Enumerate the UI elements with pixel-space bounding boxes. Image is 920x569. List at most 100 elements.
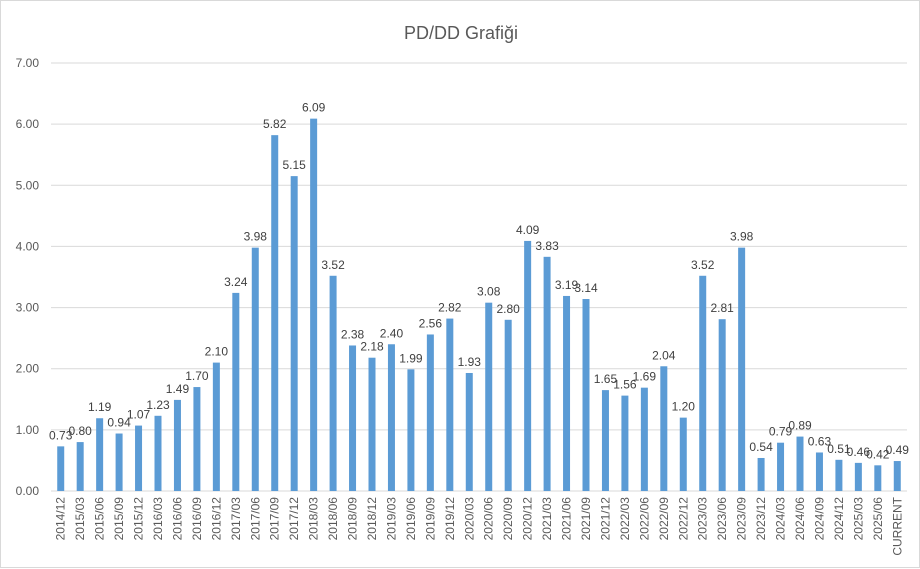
- data-label: 0.63: [808, 434, 832, 448]
- data-label: 2.10: [205, 345, 229, 359]
- bar: [368, 357, 376, 491]
- data-label: 2.40: [380, 326, 404, 340]
- x-tick-label: 2018/12: [365, 497, 379, 541]
- data-label: 4.09: [516, 223, 540, 237]
- x-tick-label: 2016/03: [151, 497, 165, 541]
- x-tick-label: 2022/06: [637, 497, 651, 541]
- x-tick-label: 2022/12: [676, 497, 690, 541]
- bar: [96, 418, 104, 491]
- x-tick-label: 2017/12: [287, 497, 301, 541]
- data-label: 0.94: [107, 416, 131, 430]
- bar: [465, 372, 473, 491]
- data-label: 1.19: [88, 400, 112, 414]
- x-tick-label: 2015/12: [132, 497, 146, 541]
- bar: [543, 256, 551, 491]
- x-tick-label: 2022/03: [618, 497, 632, 541]
- x-tick-label: 2021/03: [540, 497, 554, 541]
- bar: [835, 459, 843, 491]
- x-tick-label: 2021/09: [579, 497, 593, 541]
- x-tick-label: CURRENT: [890, 496, 904, 555]
- x-tick-label: 2023/06: [715, 497, 729, 541]
- data-label: 0.79: [769, 425, 793, 439]
- bar: [115, 433, 123, 491]
- bar: [621, 395, 629, 491]
- x-tick-label: 2025/03: [851, 497, 865, 541]
- data-label: 1.20: [672, 400, 696, 414]
- x-tick-label: 2015/03: [73, 497, 87, 541]
- data-label: 2.81: [711, 301, 735, 315]
- x-tick-label: 2019/09: [423, 497, 437, 541]
- bar: [640, 387, 648, 491]
- x-tick-label: 2018/09: [346, 497, 360, 541]
- bar: [271, 135, 279, 492]
- bar: [679, 417, 687, 491]
- bar: [796, 436, 804, 491]
- bar: [349, 345, 357, 491]
- x-tick-label: 2020/09: [501, 497, 515, 541]
- bar: [815, 452, 823, 491]
- data-label: 0.73: [49, 428, 73, 442]
- x-tick-label: 2019/12: [443, 497, 457, 541]
- x-tick-label: 2015/09: [112, 497, 126, 541]
- bar: [446, 318, 454, 491]
- x-tick-label: 2020/06: [482, 497, 496, 541]
- bar: [718, 319, 726, 491]
- data-label: 0.80: [69, 424, 93, 438]
- bar: [251, 247, 259, 491]
- x-tick-label: 2024/03: [774, 497, 788, 541]
- bar: [601, 390, 609, 491]
- x-tick-label: 2024/12: [832, 497, 846, 541]
- x-tick-label: 2018/03: [307, 497, 321, 541]
- bar: [582, 299, 590, 491]
- x-tick-label: 2024/06: [793, 497, 807, 541]
- x-axis-ticks: 2014/12 2015/03 2015/06 2015/09 2015/12 2016/…: [54, 496, 905, 555]
- data-label: 0.51: [827, 442, 851, 456]
- bar: [193, 387, 201, 491]
- data-label: 2.04: [652, 348, 676, 362]
- data-label: 1.23: [146, 398, 170, 412]
- data-label: 0.46: [847, 445, 871, 459]
- bar: [407, 369, 415, 491]
- bar: [893, 461, 901, 491]
- x-tick-label: 2016/06: [170, 497, 184, 541]
- bar: [660, 366, 668, 491]
- data-label: 3.98: [244, 230, 268, 244]
- bar: [329, 275, 337, 491]
- x-tick-label: 2025/06: [871, 497, 885, 541]
- x-tick-label: 2022/09: [657, 497, 671, 541]
- bar: [874, 465, 882, 491]
- bar: [173, 399, 181, 491]
- x-tick-label: 2023/09: [735, 497, 749, 541]
- data-label: 6.09: [302, 101, 326, 115]
- bar: [777, 442, 785, 491]
- x-tick-label: 2021/06: [560, 497, 574, 541]
- x-tick-label: 2019/06: [404, 497, 418, 541]
- y-tick-label: 2.00: [16, 362, 40, 376]
- bar: [524, 240, 532, 491]
- y-tick-label: 7.00: [16, 56, 40, 70]
- data-label: 2.80: [497, 302, 521, 316]
- data-label: 3.14: [574, 281, 598, 295]
- y-tick-label: 3.00: [16, 301, 40, 315]
- bar: [504, 319, 512, 491]
- x-tick-label: 2024/09: [812, 497, 826, 541]
- data-label: 1.69: [633, 370, 657, 384]
- bar: [232, 292, 240, 491]
- x-tick-label: 2017/09: [268, 497, 282, 541]
- data-label: 3.24: [224, 275, 248, 289]
- bar: [699, 275, 707, 491]
- x-tick-label: 2016/12: [209, 497, 223, 541]
- data-label: 0.42: [866, 447, 890, 461]
- data-labels: 0.730.80 1.19 0.941.071.23 1.491.70 2.10 3.24…: [49, 101, 909, 462]
- x-tick-label: 2016/09: [190, 497, 204, 541]
- bar: [854, 462, 862, 491]
- bar: [387, 344, 395, 491]
- chart-title: PD/DD Grafiği: [404, 23, 518, 43]
- bar: [76, 442, 84, 491]
- data-label: 0.89: [788, 419, 812, 433]
- x-tick-label: 2023/03: [696, 497, 710, 541]
- data-label: 2.18: [360, 340, 384, 354]
- data-label: 3.08: [477, 285, 501, 299]
- data-label: 5.15: [283, 158, 307, 172]
- bar: [290, 176, 298, 491]
